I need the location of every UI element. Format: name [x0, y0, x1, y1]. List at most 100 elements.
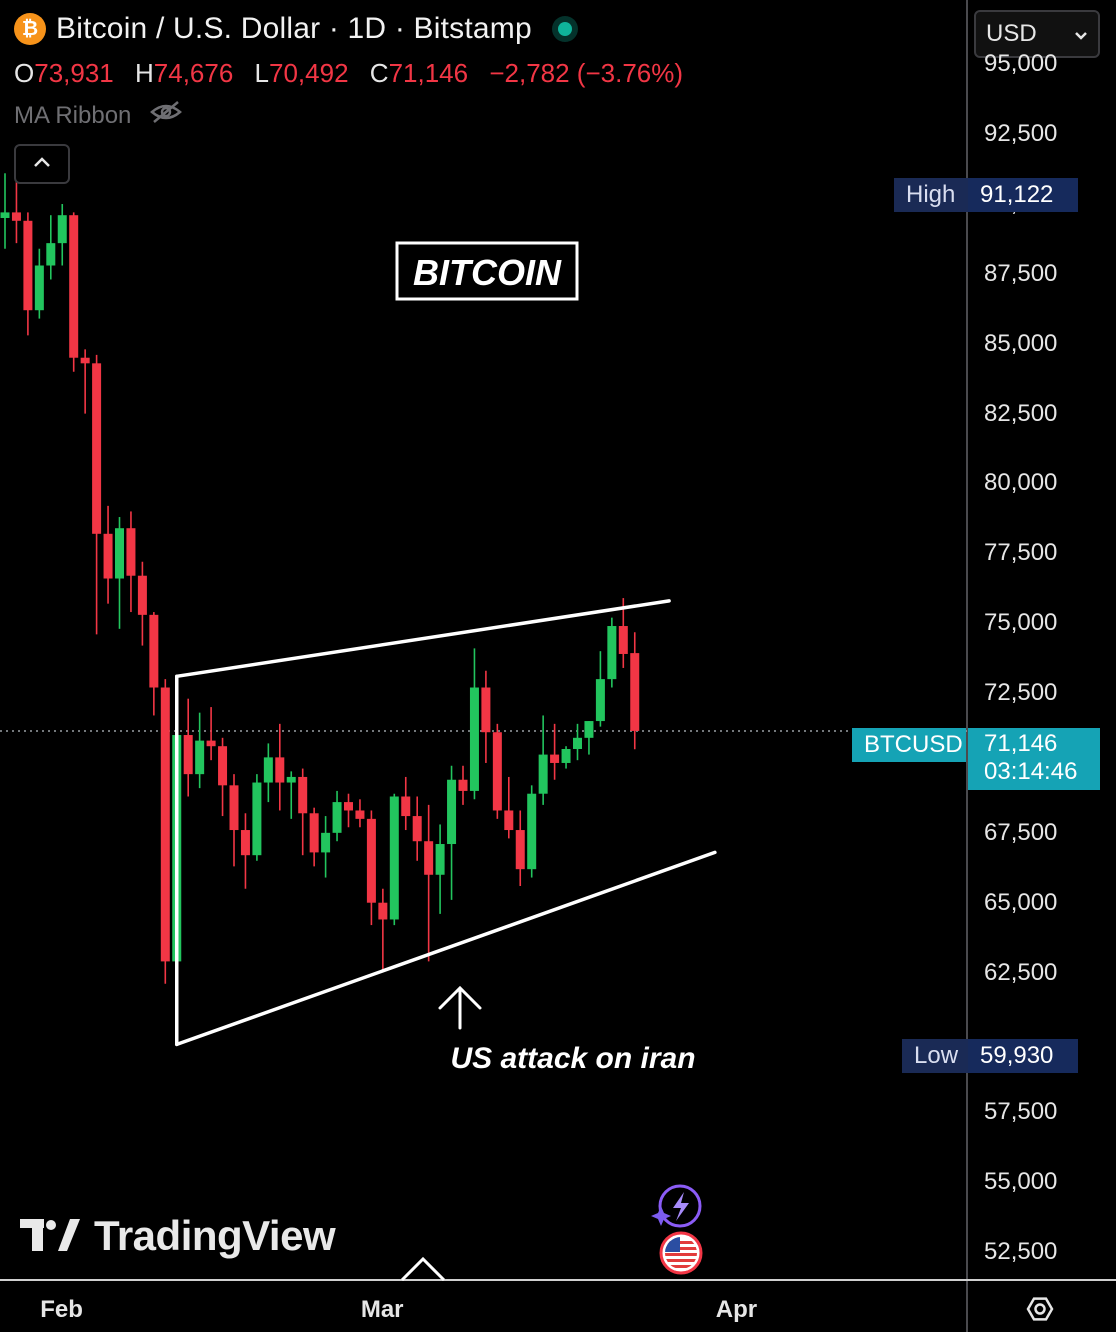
- candle-up: [321, 832, 331, 853]
- candle-down: [378, 902, 388, 920]
- candle-down: [355, 810, 365, 819]
- candle-up: [115, 528, 124, 579]
- candle-up: [57, 215, 67, 244]
- open-key: O: [14, 58, 35, 88]
- high-key: H: [135, 58, 154, 88]
- chevron-up-icon: [33, 155, 51, 173]
- indicator-row[interactable]: MA Ribbon: [14, 100, 183, 131]
- us-flag-icon[interactable]: [659, 1231, 703, 1275]
- candle-up: [252, 782, 262, 856]
- candle-up: [573, 737, 582, 749]
- last-price-value: 71,146: [984, 730, 1058, 757]
- ohlc-readout: O73,931 H74,676 L70,492 C71,146 −2,782 (…: [14, 58, 697, 89]
- candle-up: [389, 796, 399, 920]
- candle-down: [183, 735, 193, 775]
- candle-down: [550, 754, 560, 763]
- candle-down: [504, 810, 514, 831]
- candle-down: [92, 363, 102, 534]
- price-tick-label: 57,500: [984, 1098, 1058, 1126]
- market-status-dot: [557, 22, 572, 36]
- candle-down: [149, 614, 159, 688]
- indicator-label: MA Ribbon: [14, 101, 132, 129]
- candle-up: [286, 776, 296, 783]
- annotation-box: BITCOIN: [395, 241, 579, 301]
- candle-down: [412, 816, 422, 842]
- lightning-sparkle-icon[interactable]: [651, 1184, 702, 1228]
- candle-down: [126, 528, 136, 576]
- candle-up: [469, 687, 479, 791]
- symbol-title[interactable]: Bitcoin / U.S. Dollar · 1D · Bitstamp: [56, 12, 532, 45]
- low-tag-value: 59,930: [968, 1039, 1078, 1073]
- candle-up: [0, 212, 10, 218]
- price-tick-label: 85,000: [984, 329, 1058, 357]
- trendline-lower[interactable]: [175, 850, 717, 1047]
- price-tick-label: 77,500: [984, 539, 1058, 567]
- candle-up: [195, 740, 205, 775]
- candle-down: [275, 757, 285, 783]
- candle-down: [618, 626, 628, 654]
- candle-down: [229, 785, 239, 831]
- candle-down: [137, 575, 147, 615]
- candle-down: [69, 215, 79, 358]
- settings-icon[interactable]: [1026, 1297, 1054, 1321]
- candle-up: [607, 626, 617, 680]
- price-tick-label: 72,500: [984, 679, 1058, 707]
- candle-down: [492, 732, 502, 811]
- price-tick-label: 55,000: [984, 1168, 1058, 1196]
- low-key: L: [254, 58, 270, 88]
- candle-down: [458, 779, 468, 791]
- time-tick-label: Mar: [360, 1296, 404, 1323]
- candle-down: [23, 220, 33, 311]
- candle-down: [298, 776, 308, 814]
- candle-down: [309, 813, 319, 853]
- eye-off-icon[interactable]: [149, 100, 183, 131]
- scroll-to-latest-icon[interactable]: [400, 1256, 446, 1282]
- close-value: 71,146: [388, 58, 469, 88]
- candle-down: [103, 533, 113, 579]
- candle-down: [515, 830, 525, 870]
- high-tag-value: 91,122: [968, 178, 1078, 212]
- price-tick-label: 67,500: [984, 818, 1058, 846]
- high-tag-label: High: [894, 178, 968, 212]
- time-tick-label: Feb: [40, 1296, 83, 1323]
- candle-up: [538, 754, 548, 794]
- high-value: 74,676: [153, 58, 234, 88]
- change-value: −2,782 (−3.76%): [489, 58, 684, 88]
- currency-value: USD: [986, 20, 1037, 47]
- logo-text: TradingView: [94, 1212, 336, 1259]
- candle-down: [481, 687, 491, 733]
- chart-header: ₿ Bitcoin / U.S. Dollar · 1D · Bitstamp: [14, 12, 572, 46]
- price-tick-label: 82,500: [984, 399, 1058, 427]
- candle-up: [595, 679, 605, 722]
- collapse-legend-button[interactable]: [14, 144, 70, 184]
- candle-down: [240, 830, 250, 856]
- low-tag-label: Low: [902, 1039, 968, 1073]
- price-tick-label: 95,000: [984, 50, 1058, 78]
- candle-down: [344, 802, 353, 811]
- low-value: 70,492: [269, 58, 349, 88]
- candle-up: [263, 757, 273, 783]
- close-key: C: [369, 58, 389, 88]
- candle-down: [206, 740, 216, 747]
- candle-down: [80, 357, 90, 364]
- candle-down: [218, 746, 228, 786]
- currency-select[interactable]: USD: [974, 10, 1100, 58]
- trendline-upper[interactable]: [175, 599, 671, 679]
- candle-up: [34, 265, 44, 311]
- time-tick-label: Apr: [715, 1296, 758, 1323]
- price-tick-label: 87,500: [984, 259, 1058, 287]
- candle-up: [584, 721, 594, 738]
- candle-up: [46, 243, 56, 266]
- candle-down: [401, 796, 411, 817]
- price-tick-label: 65,000: [984, 888, 1058, 916]
- candle-down: [11, 212, 21, 221]
- price-tick-label: 75,000: [984, 609, 1058, 637]
- symbol-tag: BTCUSD: [852, 728, 966, 762]
- trendline-group[interactable]: [175, 599, 717, 1047]
- open-value: 73,931: [34, 58, 114, 88]
- event-arrow: [438, 985, 482, 1030]
- candle-up: [435, 844, 445, 875]
- tradingview-logo-icon: [20, 1219, 80, 1251]
- candle-up: [561, 748, 571, 763]
